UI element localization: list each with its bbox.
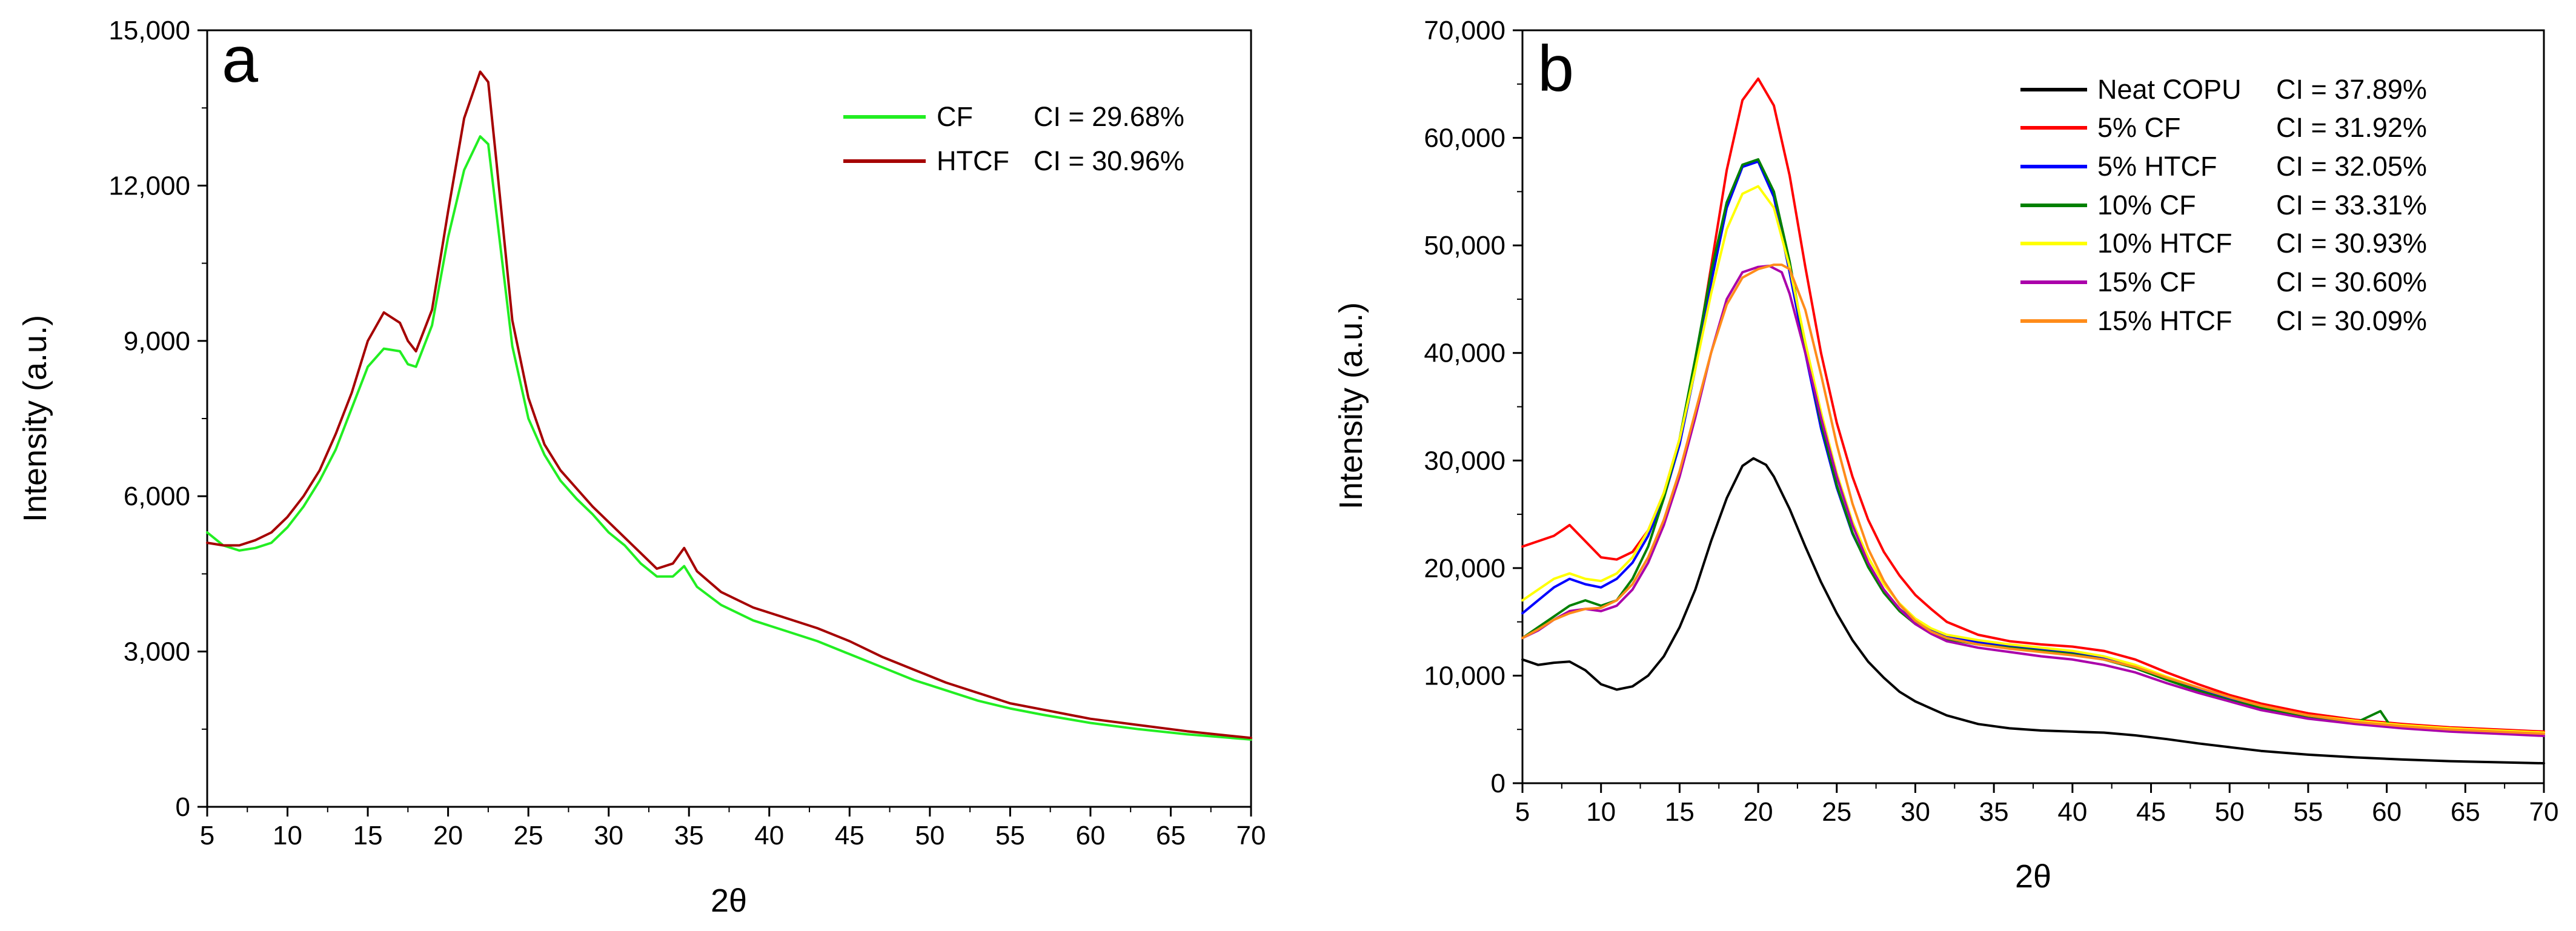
panel-a-letter: a <box>222 22 259 96</box>
panel-b-y-tick-label: 20,000 <box>1424 554 1505 583</box>
panel-b-x-tick-label: 55 <box>2293 797 2323 827</box>
panel-a-x-tick-label: 10 <box>273 821 302 850</box>
panel-b-series-neat-copu-line <box>1521 457 2545 765</box>
panel-a-tick-layer: 5 10 15 20 25 30 35 40 45 50 55 60 65 70 0 3,000 6,000 9,… <box>108 16 1266 850</box>
panel-b-legend-ci-15-cf: CI = 30.60% <box>2276 267 2427 297</box>
panel-b-series-5-cf-line <box>1521 77 2545 733</box>
panel-a-y-tick-label: 12,000 <box>108 171 190 200</box>
panel-b-x-tick-label: 35 <box>1979 797 2009 827</box>
panel-b-legend: Neat COPU CI = 37.89% 5% CF CI = 31.92% … <box>2020 74 2427 336</box>
panel-b-series-10-cf-line <box>1521 158 2545 735</box>
panel-a-series-layer <box>206 70 1252 741</box>
panel-a: 5 10 15 20 25 30 35 40 45 50 55 60 65 70 0 3,000 6,000 9,… <box>17 16 1266 919</box>
panel-b-legend-ci-10-htcf: CI = 30.93% <box>2276 228 2427 259</box>
panel-b-y-tick-label: 30,000 <box>1424 446 1505 475</box>
panel-b-letter: b <box>1538 31 1574 105</box>
panel-b-x-tick-label: 60 <box>2372 797 2402 827</box>
panel-a-x-tick-label: 40 <box>754 821 784 850</box>
panel-b-legend-label-10-htcf: 10% HTCF <box>2097 228 2232 259</box>
panel-b-x-tick-label: 65 <box>2451 797 2480 827</box>
panel-b-legend-label-15-cf: 15% CF <box>2097 267 2196 297</box>
panel-b-x-tick-label: 15 <box>1665 797 1695 827</box>
panel-b-series-layer <box>1521 77 2545 765</box>
panel-b-x-tick-label: 5 <box>1515 797 1530 827</box>
panel-a-legend-ci-cf: CI = 29.68% <box>1034 101 1184 132</box>
panel-b-y-tick-label: 40,000 <box>1424 339 1505 368</box>
panel-b-x-tick-label: 30 <box>1900 797 1930 827</box>
panel-a-x-tick-label: 65 <box>1156 821 1186 850</box>
panel-a-x-tick-label: 35 <box>674 821 704 850</box>
panel-b-plot-area: 5 10 15 20 25 30 35 40 45 50 55 60 65 70 0 10,000 20,000… <box>1424 16 2558 827</box>
panel-a-series-cf-line <box>206 135 1252 741</box>
panel-b-y-axis-title: Intensity (a.u.) <box>1333 302 1369 509</box>
panel-a-x-tick-label: 5 <box>200 821 214 850</box>
panel-b-x-tick-label: 20 <box>1744 797 1773 827</box>
panel-a-x-tick-label: 25 <box>514 821 543 850</box>
panel-b-legend-label-neat-copu: Neat COPU <box>2097 74 2242 105</box>
panel-a-x-tick-label: 60 <box>1075 821 1105 850</box>
panel-b-x-tick-label: 40 <box>2057 797 2087 827</box>
panel-b-legend-label-5-cf: 5% CF <box>2097 112 2181 143</box>
panel-a-series-htcf-line <box>206 70 1252 740</box>
panel-b-series-15-htcf-line <box>1521 263 2545 735</box>
panel-a-x-tick-label: 45 <box>835 821 865 850</box>
panel-b-frame <box>1521 29 2545 784</box>
panel-b-legend-ci-15-htcf: CI = 30.09% <box>2276 305 2427 336</box>
panel-b-y-tick-label: 60,000 <box>1424 124 1505 153</box>
panel-a-y-tick-label: 3,000 <box>124 637 190 667</box>
panel-b-tick-layer: 5 10 15 20 25 30 35 40 45 50 55 60 65 70 0 10,000 20,000… <box>1424 16 2558 827</box>
panel-b-y-tick-label: 10,000 <box>1424 661 1505 691</box>
panel-a-plot-area: 5 10 15 20 25 30 35 40 45 50 55 60 65 70 0 3,000 6,000 9,… <box>108 16 1266 850</box>
panel-a-y-axis-title: Intensity (a.u.) <box>17 315 53 522</box>
panel-b-x-tick-label: 45 <box>2136 797 2166 827</box>
panel-b-y-tick-label: 0 <box>1491 769 1505 798</box>
panel-b-legend-label-10-cf: 10% CF <box>2097 190 2196 220</box>
panel-b-x-axis-title: 2θ <box>2015 858 2051 895</box>
panel-b-series-15-cf-line <box>1521 264 2545 737</box>
panel-a-y-tick-label: 0 <box>176 792 190 822</box>
panel-a-x-tick-label: 20 <box>433 821 463 850</box>
panel-b-y-tick-label: 70,000 <box>1424 16 1505 45</box>
panel-a-x-axis-title: 2θ <box>711 883 747 919</box>
panel-a-x-tick-label: 70 <box>1237 821 1266 850</box>
panel-a-legend-label-htcf: HTCF <box>937 145 1009 176</box>
panel-a-y-tick-label: 15,000 <box>108 16 190 45</box>
panel-a-x-tick-label: 55 <box>995 821 1025 850</box>
panel-b-x-tick-label: 10 <box>1586 797 1616 827</box>
panel-a-x-tick-label: 15 <box>353 821 383 850</box>
panel-a-legend: CF CI = 29.68% HTCF CI = 30.96% <box>843 101 1184 176</box>
panel-a-x-tick-label: 50 <box>915 821 944 850</box>
panel-b: 5 10 15 20 25 30 35 40 45 50 55 60 65 70 0 10,000 20,000… <box>1333 16 2558 895</box>
panel-b-legend-label-15-htcf: 15% HTCF <box>2097 305 2232 336</box>
panel-a-legend-ci-htcf: CI = 30.96% <box>1034 145 1184 176</box>
panel-a-y-tick-label: 6,000 <box>124 482 190 511</box>
panel-b-y-tick-label: 50,000 <box>1424 231 1505 260</box>
panel-a-legend-label-cf: CF <box>937 101 973 132</box>
panel-a-x-tick-label: 30 <box>594 821 623 850</box>
panel-b-x-tick-label: 25 <box>1822 797 1851 827</box>
panel-b-legend-ci-5-cf: CI = 31.92% <box>2276 112 2427 143</box>
panel-a-y-tick-label: 9,000 <box>124 326 190 356</box>
panel-b-x-tick-label: 70 <box>2529 797 2559 827</box>
panel-b-legend-label-5-htcf: 5% HTCF <box>2097 151 2217 182</box>
panel-b-legend-ci-5-htcf: CI = 32.05% <box>2276 151 2427 182</box>
panel-b-legend-ci-10-cf: CI = 33.31% <box>2276 190 2427 220</box>
panel-b-x-tick-label: 50 <box>2215 797 2245 827</box>
panel-b-legend-ci-neat-copu: CI = 37.89% <box>2276 74 2427 105</box>
